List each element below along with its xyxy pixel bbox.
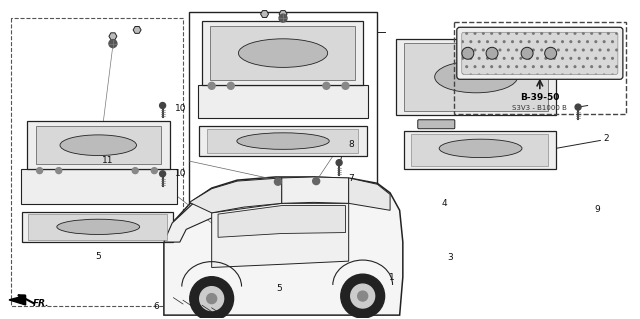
Circle shape — [36, 167, 43, 174]
FancyBboxPatch shape — [457, 27, 623, 79]
Text: S3V3 - B1000 B: S3V3 - B1000 B — [513, 105, 567, 111]
Polygon shape — [199, 126, 367, 156]
Polygon shape — [207, 129, 358, 153]
FancyBboxPatch shape — [418, 120, 455, 129]
Circle shape — [159, 171, 166, 177]
Circle shape — [358, 291, 367, 301]
Text: 10: 10 — [175, 169, 187, 178]
Polygon shape — [189, 178, 282, 213]
Text: 6: 6 — [153, 302, 159, 311]
Circle shape — [486, 47, 498, 59]
Circle shape — [190, 277, 234, 319]
Circle shape — [56, 167, 61, 174]
Text: 7: 7 — [349, 174, 355, 183]
Circle shape — [323, 82, 330, 89]
Circle shape — [575, 104, 581, 110]
Circle shape — [521, 47, 533, 59]
Polygon shape — [198, 85, 368, 118]
Polygon shape — [28, 214, 167, 240]
Polygon shape — [27, 122, 170, 169]
Circle shape — [207, 293, 217, 304]
Text: FR.: FR. — [33, 299, 50, 308]
Ellipse shape — [57, 219, 140, 234]
Ellipse shape — [439, 139, 522, 158]
Circle shape — [208, 82, 215, 89]
Polygon shape — [349, 178, 390, 210]
Polygon shape — [9, 295, 26, 305]
Circle shape — [275, 178, 282, 185]
Text: 10: 10 — [175, 104, 187, 113]
Circle shape — [340, 274, 385, 318]
Circle shape — [336, 160, 342, 166]
Polygon shape — [411, 134, 548, 166]
Circle shape — [545, 47, 557, 59]
Circle shape — [151, 167, 157, 174]
Text: 4: 4 — [441, 199, 447, 208]
Circle shape — [279, 14, 287, 22]
Text: 11: 11 — [102, 156, 113, 165]
Circle shape — [159, 102, 166, 108]
Polygon shape — [218, 205, 346, 237]
Circle shape — [342, 82, 349, 89]
Polygon shape — [20, 169, 177, 204]
FancyBboxPatch shape — [462, 32, 618, 74]
Polygon shape — [22, 212, 173, 242]
Text: B-39-50: B-39-50 — [520, 93, 559, 102]
Bar — [454, 22, 626, 115]
Ellipse shape — [435, 61, 518, 93]
Polygon shape — [404, 43, 548, 111]
Ellipse shape — [237, 133, 329, 149]
Text: 3: 3 — [447, 253, 453, 262]
Circle shape — [200, 287, 223, 311]
Polygon shape — [133, 26, 141, 33]
Circle shape — [132, 167, 138, 174]
Polygon shape — [211, 26, 355, 80]
Text: 5: 5 — [276, 284, 282, 293]
Polygon shape — [164, 190, 282, 242]
Polygon shape — [279, 11, 287, 18]
Polygon shape — [396, 39, 556, 115]
Text: 5: 5 — [96, 252, 102, 261]
Polygon shape — [36, 126, 161, 164]
Polygon shape — [164, 177, 403, 315]
Circle shape — [462, 47, 474, 59]
Polygon shape — [109, 33, 117, 40]
Circle shape — [109, 40, 117, 48]
Ellipse shape — [60, 135, 136, 156]
Ellipse shape — [239, 39, 328, 67]
Text: 9: 9 — [594, 205, 600, 214]
Polygon shape — [282, 177, 349, 203]
Text: 8: 8 — [349, 140, 355, 149]
Circle shape — [313, 178, 319, 185]
Polygon shape — [404, 131, 556, 169]
Text: 1: 1 — [389, 272, 395, 281]
Circle shape — [351, 284, 374, 308]
Polygon shape — [212, 203, 349, 268]
Polygon shape — [202, 21, 364, 85]
Text: 2: 2 — [604, 134, 609, 143]
Polygon shape — [260, 11, 269, 18]
Circle shape — [227, 82, 234, 89]
